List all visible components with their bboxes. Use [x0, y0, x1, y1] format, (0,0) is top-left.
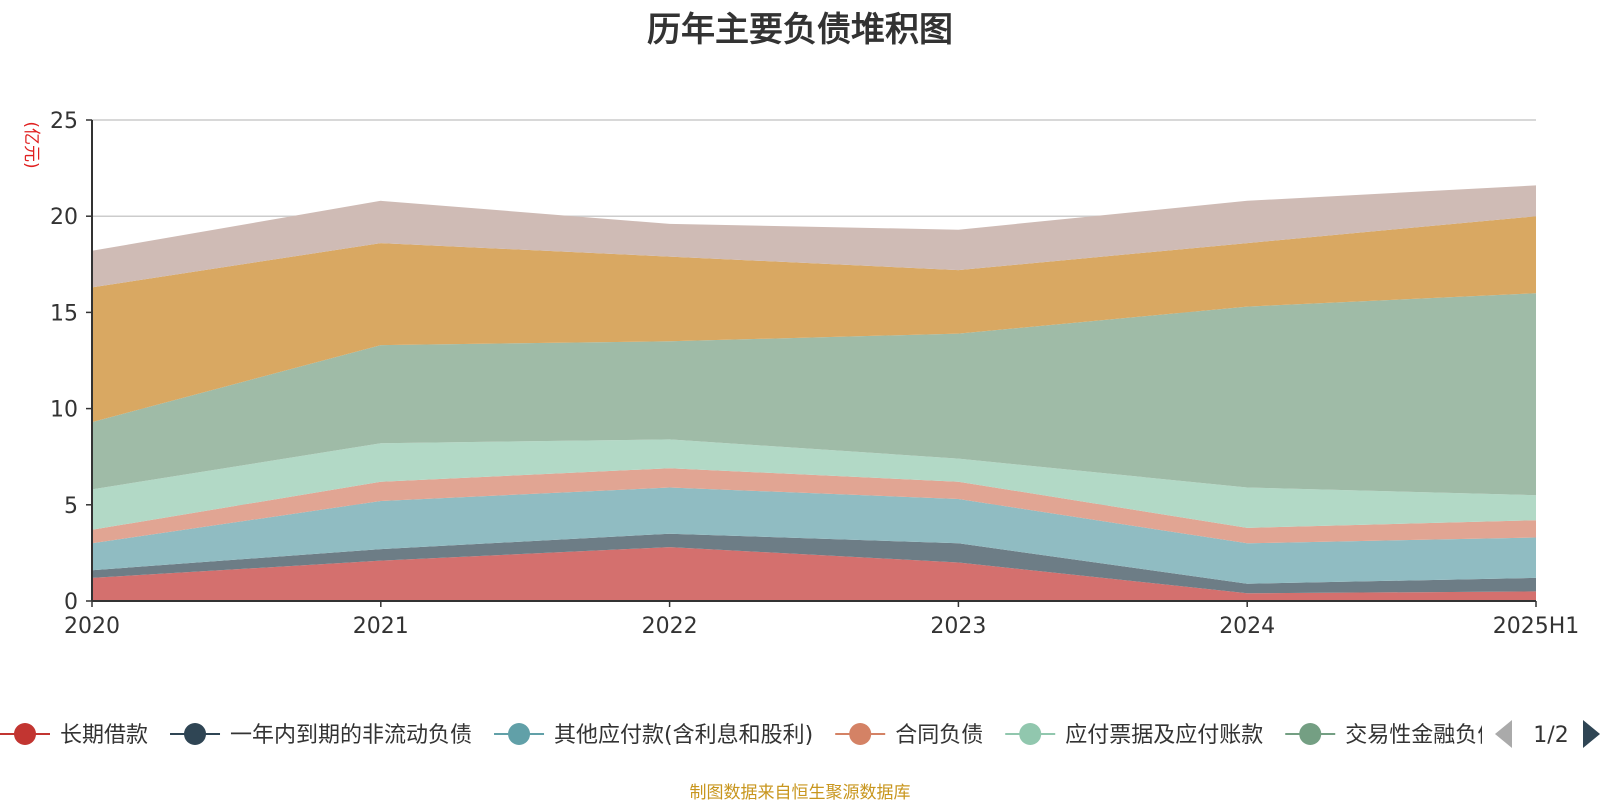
y-tick-label: 20 — [50, 205, 78, 230]
y-tick-label: 5 — [64, 494, 78, 519]
legend-marker — [14, 723, 36, 745]
x-tick-label: 2020 — [64, 614, 120, 639]
y-tick-label: 0 — [64, 590, 78, 615]
legend-label: 合同负债 — [895, 723, 983, 748]
legend-item-1[interactable]: 长期借款 — [0, 723, 148, 748]
legend-next-arrow-icon[interactable] — [1583, 720, 1600, 748]
legend-marker — [849, 723, 872, 745]
y-tick-label: 25 — [50, 109, 78, 134]
legend-marker — [1019, 723, 1042, 745]
y-tick-label: 15 — [50, 301, 78, 326]
legend-label: 其他应付款(含利息和股利) — [554, 723, 813, 748]
area-series-3 — [92, 487, 1536, 584]
x-tick-label: 2024 — [1219, 614, 1275, 639]
area-series-5 — [92, 439, 1536, 530]
area-series-6 — [92, 293, 1536, 496]
area-series-7 — [92, 216, 1536, 423]
x-tick-label: 2025H1 — [1493, 614, 1580, 639]
legend-page-indicator: 1/2 — [1533, 723, 1568, 748]
legend-prev-arrow-icon[interactable] — [1495, 720, 1512, 748]
data-source-footer: 制图数据来自恒生聚源数据库 — [689, 783, 911, 803]
legend-marker — [508, 723, 531, 745]
x-tick-label: 2021 — [353, 614, 409, 639]
area-series-1 — [92, 547, 1536, 601]
legend-item-2[interactable]: 一年内到期的非流动负债 — [170, 723, 472, 748]
legend-marker — [184, 723, 207, 745]
y-tick-label: 10 — [50, 398, 78, 423]
legend-marker — [1299, 723, 1322, 745]
x-tick-label: 2022 — [642, 614, 698, 639]
legend-item-5[interactable]: 应付票据及应付账款 — [1005, 723, 1263, 748]
area-series-2 — [92, 533, 1536, 594]
legend-item-6[interactable]: 交易性金融负债 — [1285, 723, 1499, 748]
chart-title: 历年主要负债堆积图 — [647, 10, 953, 50]
legend-label: 长期借款 — [60, 723, 148, 748]
x-tick-label: 2023 — [930, 614, 986, 639]
area-series-4 — [92, 468, 1536, 544]
y-axis-unit-label: (亿元) — [21, 121, 41, 168]
legend-label: 应付票据及应付账款 — [1065, 723, 1263, 748]
legend-label: 交易性金融负债 — [1345, 723, 1499, 748]
legend-label: 一年内到期的非流动负债 — [230, 723, 472, 748]
legend-item-4[interactable]: 合同负债 — [835, 723, 983, 748]
area-series-8 — [92, 185, 1536, 288]
legend-item-3[interactable]: 其他应付款(含利息和股利) — [494, 723, 813, 748]
